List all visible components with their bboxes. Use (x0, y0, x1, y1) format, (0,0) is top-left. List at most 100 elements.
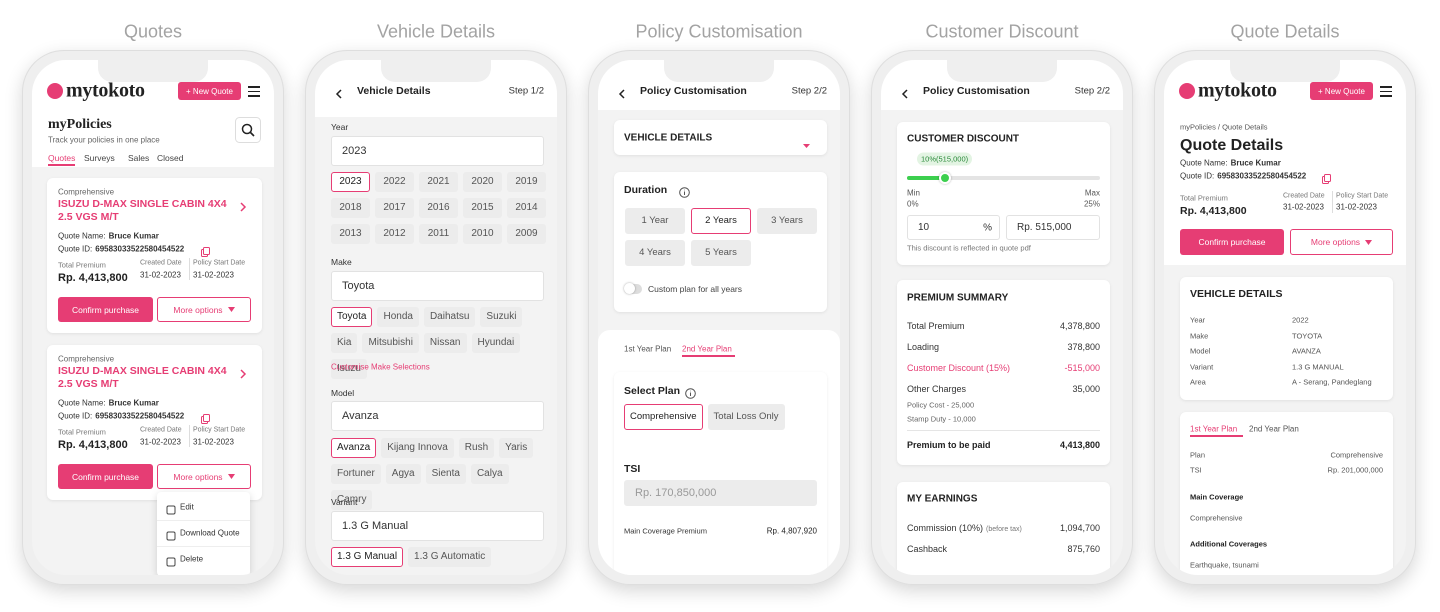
chip[interactable]: Isuzu (331, 359, 367, 379)
chip[interactable]: 2013 (331, 224, 370, 244)
chip[interactable]: Hyundai (471, 333, 521, 353)
chip[interactable]: Sienta (425, 464, 466, 484)
chip[interactable]: 2019 (507, 172, 546, 192)
new-quote[interactable]: + New Quote (1318, 86, 1365, 96)
value: A - Serang, Pandeglang (1292, 377, 1372, 387)
menu-icon[interactable] (248, 86, 260, 88)
menu-icon[interactable] (1380, 95, 1392, 97)
confirm[interactable]: Confirm purchase (71, 304, 140, 315)
chip[interactable]: Fortuner (331, 464, 381, 484)
chip[interactable]: Honda (377, 307, 419, 327)
chip[interactable]: Daihatsu (423, 307, 476, 327)
copy-button[interactable] (1322, 171, 1331, 184)
expand-icon[interactable] (803, 136, 810, 148)
chip[interactable]: 2022 (375, 172, 414, 192)
button[interactable]: + New Quote (178, 82, 241, 100)
chip[interactable]: 2017 (375, 198, 414, 218)
menu-icon[interactable] (248, 90, 260, 93)
input[interactable]: 1.3 G Manual (331, 511, 544, 541)
chip[interactable]: Nissan (423, 333, 467, 353)
menu[interactable]: Download Quote (180, 528, 240, 538)
chip[interactable]: 2023 (331, 172, 370, 192)
card (614, 372, 827, 575)
chip[interactable]: 2011 (419, 224, 458, 244)
chip[interactable]: 2016 (419, 198, 458, 218)
input[interactable]: Rp. 170,850,000 (624, 480, 817, 506)
chip[interactable]: Yaris (499, 438, 534, 458)
chevron[interactable] (239, 366, 247, 379)
button[interactable]: + New Quote (1310, 82, 1373, 100)
chip[interactable]: Rush (458, 438, 495, 458)
input[interactable]: Avanza (331, 401, 544, 431)
menu-icon[interactable] (1380, 90, 1392, 93)
chip[interactable]: 2012 (375, 224, 414, 244)
chip[interactable]: Avanza (331, 438, 377, 458)
slider-thumb[interactable] (939, 172, 951, 184)
input[interactable]: 10 (907, 215, 1000, 240)
input[interactable]: Toyota (331, 271, 544, 301)
chip[interactable]: Mitsubishi (362, 333, 419, 353)
plan-tabs[interactable]: 1st Year Plan (1190, 424, 1238, 434)
input[interactable]: Rp. 515,000 (1006, 215, 1100, 240)
chip[interactable]: 2015 (463, 198, 502, 218)
tabs[interactable]: Closed (157, 153, 184, 163)
button[interactable]: Confirm purchase (1180, 229, 1284, 255)
chip[interactable]: Comprehensive (624, 404, 703, 430)
confirm[interactable]: Confirm purchase (1198, 237, 1266, 247)
menu-icon[interactable] (1380, 86, 1392, 88)
button[interactable]: Confirm purchase (58, 464, 153, 489)
value: 1.3 G MANUAL (1292, 362, 1344, 371)
chip[interactable]: Toyota (331, 307, 373, 327)
tabs[interactable]: Quotes (48, 153, 76, 163)
tabs[interactable]: Surveys (84, 153, 115, 163)
more[interactable]: More options (1310, 237, 1361, 247)
back-button[interactable] (901, 86, 909, 99)
input[interactable]: 2023 (331, 136, 544, 166)
button[interactable]: More options (157, 297, 251, 322)
chip[interactable]: 5 Years (691, 240, 751, 266)
plan-tabs[interactable]: 2nd Year Plan (682, 344, 732, 354)
chip[interactable]: 2009 (507, 224, 546, 244)
chip[interactable]: Kijang Innova (381, 438, 454, 458)
menu[interactable]: Edit (180, 502, 194, 512)
confirm[interactable]: Confirm purchase (71, 471, 140, 482)
menu-icon[interactable] (248, 95, 260, 97)
chip[interactable]: Camry (331, 490, 373, 510)
chip[interactable]: 1 Year (625, 208, 685, 234)
chip[interactable]: Suzuki (480, 307, 523, 327)
chip[interactable]: Kia (331, 333, 358, 353)
customise[interactable]: Customise Make Selections (331, 362, 430, 372)
copy-button[interactable] (201, 411, 210, 424)
chevron[interactable] (239, 199, 247, 212)
copy-button[interactable] (201, 244, 210, 257)
more[interactable]: More options (173, 304, 223, 315)
plan-tabs[interactable]: 1st Year Plan (624, 344, 672, 354)
chip[interactable]: Calya (470, 464, 509, 484)
chip[interactable]: 2014 (507, 198, 546, 218)
chip[interactable]: Total Loss Only (707, 404, 785, 430)
chip[interactable]: 1.3 G Manual (331, 547, 404, 567)
button[interactable]: More options (1290, 229, 1393, 255)
chip[interactable]: 4 Years (625, 240, 685, 266)
id-label: Quote ID: (58, 244, 93, 254)
menu[interactable]: Delete (180, 554, 204, 564)
search-button[interactable] (235, 117, 261, 143)
button[interactable]: Confirm purchase (58, 297, 153, 322)
chip[interactable]: Agya (385, 464, 421, 484)
plan-tabs[interactable]: 2nd Year Plan (1249, 424, 1299, 434)
back-button[interactable] (618, 86, 626, 99)
chip[interactable]: 2020 (463, 172, 502, 192)
more[interactable]: More options (173, 471, 223, 482)
button[interactable]: More options (157, 464, 251, 489)
chip[interactable]: 2010 (463, 224, 502, 244)
variant-value: 1.3 G Manual (342, 520, 409, 532)
tabs[interactable]: Sales (128, 153, 150, 163)
chip[interactable]: 1.3 G Automatic (408, 547, 492, 567)
back-button[interactable] (335, 86, 343, 99)
chip[interactable]: 2021 (419, 172, 458, 192)
chip[interactable]: 2018 (331, 198, 370, 218)
card (614, 120, 827, 155)
chip[interactable]: 2 Years (691, 208, 751, 234)
new-quote[interactable]: + New Quote (186, 86, 233, 96)
chip[interactable]: 3 Years (757, 208, 817, 234)
